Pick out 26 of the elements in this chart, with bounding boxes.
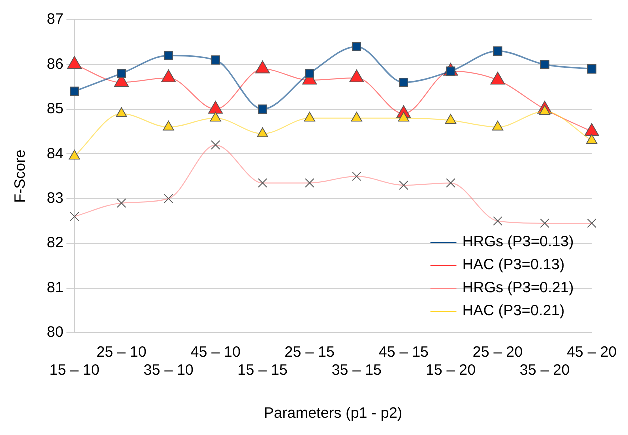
- x-axis-title: Parameters (p1 - p2): [264, 405, 403, 422]
- legend-label: HAC (P3=0.21): [462, 302, 565, 320]
- x-tick-label: 45 – 15: [378, 344, 429, 362]
- x-tick-label: 35 – 10: [144, 362, 194, 380]
- y-tick-label: 86: [46, 56, 64, 73]
- x-tick-label: 15 – 15: [238, 362, 288, 380]
- x-tick-label: 25 – 20: [472, 344, 523, 362]
- x-tick-label: 15 – 10: [50, 362, 100, 380]
- x-tick-label: 35 – 15: [332, 362, 382, 380]
- y-tick-label: 85: [46, 100, 64, 118]
- legend-label: HRGs (P3=0.21): [462, 280, 574, 297]
- x-tick-label: 45 – 10: [190, 344, 241, 362]
- x-tick-label: 35 – 20: [520, 362, 570, 380]
- y-tick-label: 83: [46, 190, 64, 207]
- y-tick-label: 84: [46, 145, 64, 162]
- x-tick-label: 45 – 20: [566, 344, 617, 362]
- x-tick-label: 15 – 20: [426, 362, 476, 380]
- x-tick-label: 25 – 15: [284, 344, 335, 362]
- x-tick-label: 25 – 10: [96, 344, 147, 362]
- y-tick-label: 82: [46, 234, 64, 252]
- y-tick-label: 80: [46, 324, 64, 342]
- legend-label: HRGs (P3=0.13): [462, 234, 574, 251]
- y-axis-title: F-Score: [12, 150, 30, 204]
- legend-label: HAC (P3=0.13): [462, 256, 565, 274]
- y-tick-label: 87: [46, 11, 64, 28]
- y-tick-label: 81: [46, 279, 64, 296]
